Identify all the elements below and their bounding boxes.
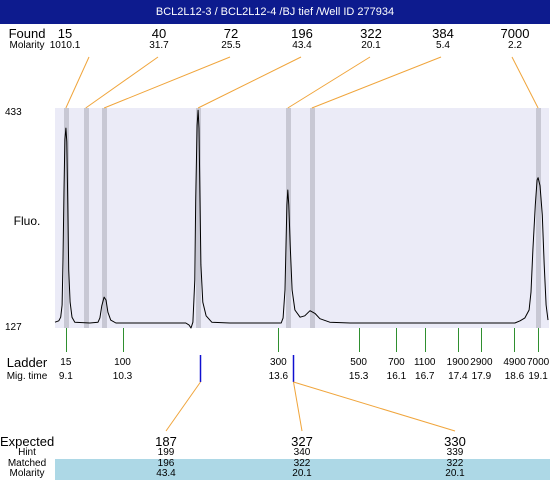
ladder-mig-time: 9.1: [58, 371, 73, 382]
expected-size: 327: [291, 434, 313, 449]
ladder-size: 1900: [446, 357, 469, 368]
ladder-mig-time: 19.1: [528, 371, 548, 382]
found-peak-molarity: 2.2: [508, 40, 522, 51]
ladder-mig-time: 17.9: [471, 371, 492, 382]
peak-band: [196, 108, 201, 328]
found-peak-molarity: 43.4: [292, 40, 312, 51]
found-label: Found: [8, 26, 46, 41]
expected-connector: [293, 381, 303, 432]
found-peak-size: 7000: [500, 26, 530, 41]
ladder-mig-time: 16.7: [415, 371, 435, 382]
ladder-size: 500: [350, 357, 367, 368]
found-connector: [103, 56, 231, 109]
found-peak-molarity: 1010.1: [49, 40, 81, 51]
y-axis-min-label: 127: [5, 322, 22, 333]
window-title: BCL2L12-3 / BCL2L12-4 /BJ tief /Well ID …: [155, 6, 395, 18]
y-axis-label: Fluo.: [13, 214, 41, 228]
hint-size: 339: [446, 447, 464, 458]
found-peak-size: 15: [57, 26, 73, 41]
peak-band: [310, 108, 315, 328]
expected-connector: [165, 381, 201, 432]
mig-time-label: Mig. time: [6, 371, 48, 382]
ladder-mig-time: 13.6: [268, 371, 289, 382]
found-peak-size: 72: [223, 26, 239, 41]
ladder-mig-time: 18.6: [504, 371, 525, 382]
ladder-mig-time: 16.1: [386, 371, 407, 382]
found-connector: [197, 56, 302, 109]
matched-rows-background: [55, 459, 550, 480]
found-peak-molarity: 20.1: [361, 40, 381, 51]
found-connector: [287, 56, 371, 109]
ladder-size: 700: [388, 357, 405, 368]
title-bar: BCL2L12-3 / BCL2L12-4 /BJ tief /Well ID …: [0, 0, 550, 24]
found-peak-molarity: 31.7: [149, 40, 169, 51]
plot-area: [55, 108, 549, 328]
found-molarity-label: Molarity: [9, 40, 45, 51]
found-peak-molarity: 5.4: [436, 40, 450, 51]
ladder-size: 300: [270, 357, 287, 368]
found-connector: [85, 56, 159, 109]
ladder-size: 7000: [526, 357, 550, 368]
found-peak-size: 196: [291, 26, 313, 41]
matched-molarity: 20.1: [445, 468, 465, 479]
matched-size: 196: [157, 458, 175, 469]
peak-band: [536, 108, 541, 328]
y-axis-max-label: 433: [5, 107, 22, 118]
found-peak-size: 40: [151, 26, 167, 41]
trace-line: [54, 109, 549, 329]
found-peak-size: 322: [360, 26, 382, 41]
expected-molarity-label: Molarity: [9, 468, 45, 479]
found-connector: [65, 56, 90, 109]
expected-size: 187: [155, 434, 177, 449]
matched-size: 322: [446, 458, 464, 469]
peak-band: [286, 108, 291, 328]
hint-size: 199: [157, 447, 175, 458]
matched-size: 322: [293, 458, 311, 469]
found-connector: [511, 56, 539, 109]
expected-connector: [293, 381, 456, 432]
ladder-label: Ladder: [6, 355, 48, 370]
ladder-size: 4900: [503, 357, 526, 368]
peak-band: [102, 108, 107, 328]
matched-molarity: 43.4: [156, 468, 176, 479]
peak-band: [84, 108, 89, 328]
hint-size: 340: [293, 447, 311, 458]
hint-label: Hint: [18, 447, 36, 458]
matched-molarity: 20.1: [292, 468, 312, 479]
peak-band: [64, 108, 69, 328]
ladder-mig-time: 17.4: [448, 371, 468, 382]
expected-label: Expected: [0, 434, 55, 449]
found-peak-size: 384: [432, 26, 454, 41]
expected-size: 330: [444, 434, 466, 449]
found-connector: [311, 56, 442, 109]
ladder-size: 15: [60, 357, 72, 368]
found-peak-molarity: 25.5: [221, 40, 241, 51]
ladder-mig-time: 10.3: [112, 371, 133, 382]
ladder-size: 1100: [413, 357, 436, 368]
matched-label: Matched: [7, 458, 47, 469]
ladder-size: 100: [114, 357, 131, 368]
ladder-size: 2900: [470, 357, 493, 368]
ladder-mig-time: 15.3: [348, 371, 369, 382]
